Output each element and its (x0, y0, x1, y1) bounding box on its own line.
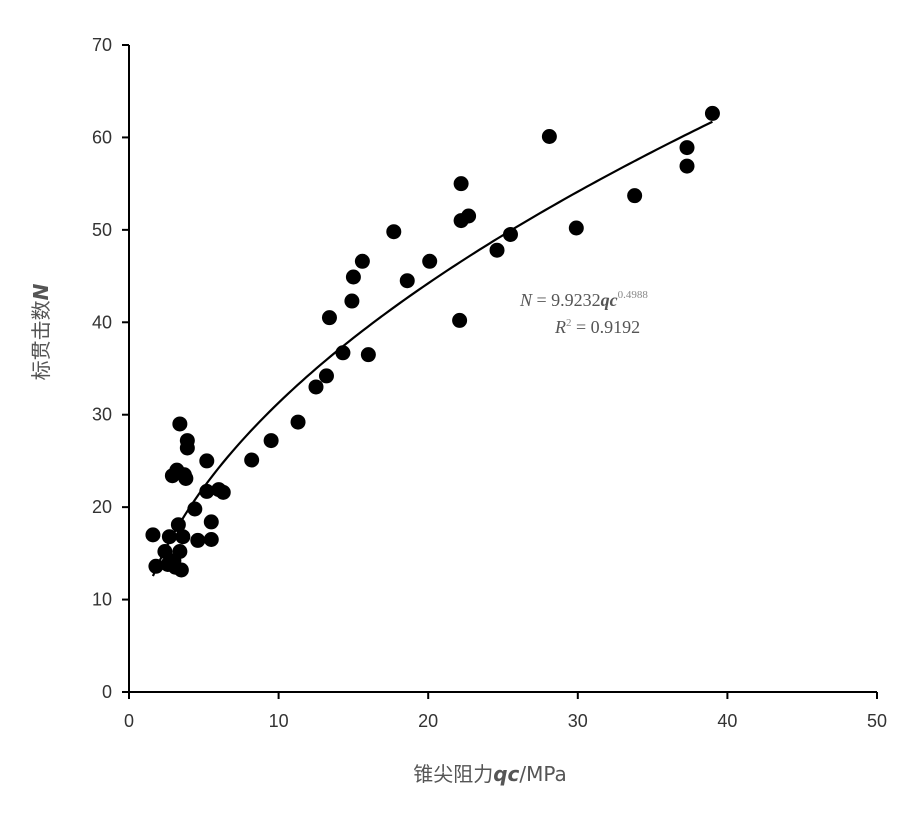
data-point (172, 544, 188, 560)
data-point (175, 529, 191, 545)
data-point (386, 224, 402, 240)
data-point (215, 484, 231, 500)
data-point (318, 368, 334, 384)
axes (128, 45, 877, 693)
data-point (187, 501, 203, 517)
y-tick-label: 60 (92, 127, 112, 147)
x-tick-label: 10 (269, 711, 289, 731)
data-point (148, 558, 164, 574)
y-axis-label: 标贯击数N (29, 283, 53, 380)
data-point (161, 529, 177, 545)
y-tick-label: 10 (92, 590, 112, 610)
data-point (170, 517, 186, 533)
x-ticks: 0 10 20 30 40 50 (124, 692, 887, 731)
data-point (452, 312, 468, 328)
data-point (308, 379, 324, 395)
data-point (502, 226, 518, 242)
data-point (190, 532, 206, 548)
data-point (199, 483, 215, 499)
data-point (179, 440, 195, 456)
fit-equation: N = 9.9232qc0.4988 (519, 289, 648, 310)
y-tick-label: 70 (92, 35, 112, 55)
data-point (172, 416, 188, 432)
r-squared: R2 = 0.9192 (554, 317, 640, 337)
x-tick-label: 40 (717, 711, 737, 731)
data-point (461, 208, 477, 224)
y-tick-label: 30 (92, 405, 112, 425)
data-point (203, 514, 219, 530)
data-point (453, 176, 469, 192)
data-points (145, 105, 720, 578)
data-point (360, 347, 376, 363)
x-tick-label: 20 (418, 711, 438, 731)
data-point (344, 293, 360, 309)
data-point (568, 220, 584, 236)
data-point (422, 253, 438, 269)
data-point (679, 140, 695, 156)
data-point (203, 531, 219, 547)
x-tick-label: 0 (124, 711, 134, 731)
y-tick-label: 20 (92, 497, 112, 517)
fit-curve (151, 120, 713, 577)
y-ticks: 0 10 20 30 40 50 60 70 (92, 35, 129, 702)
data-point (199, 453, 215, 469)
data-point (489, 242, 505, 258)
data-point (704, 105, 720, 121)
data-point (178, 470, 194, 486)
y-tick-label: 40 (92, 312, 112, 332)
data-point (541, 129, 557, 145)
y-tick-label: 50 (92, 220, 112, 240)
data-point (679, 158, 695, 174)
data-point (345, 269, 361, 285)
data-point (354, 253, 370, 269)
data-point (244, 452, 260, 468)
x-axis-label: 锥尖阻力qc/MPa (413, 762, 567, 786)
data-point (627, 188, 643, 204)
data-point (173, 562, 189, 578)
data-point (290, 414, 306, 430)
data-point (321, 310, 337, 326)
data-point (263, 433, 279, 449)
data-point (335, 345, 351, 361)
x-tick-label: 30 (568, 711, 588, 731)
data-point (145, 527, 161, 543)
x-tick-label: 50 (867, 711, 887, 731)
data-point (157, 544, 173, 560)
data-point (399, 273, 415, 289)
y-tick-label: 0 (102, 682, 112, 702)
